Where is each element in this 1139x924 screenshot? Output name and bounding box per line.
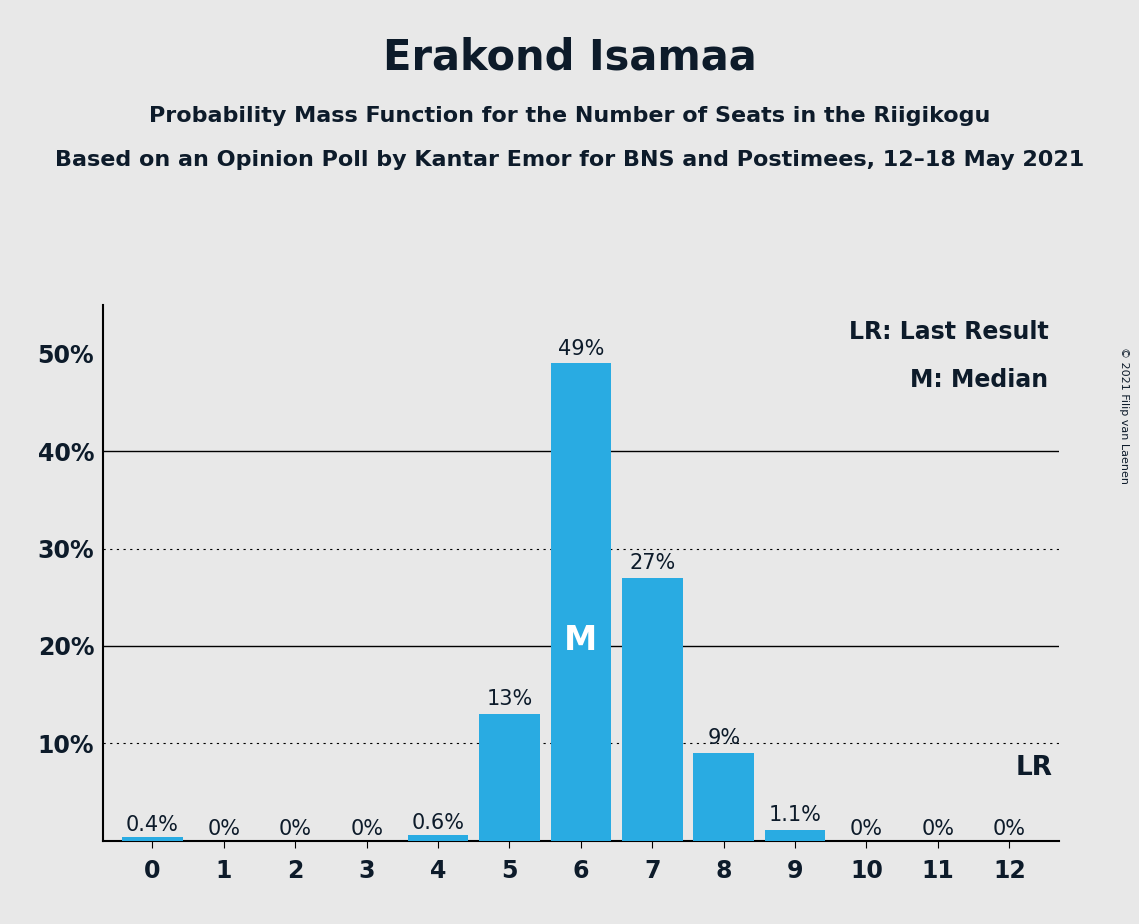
Text: LR: LR xyxy=(1015,755,1052,781)
Text: 1.1%: 1.1% xyxy=(769,805,821,825)
Text: Erakond Isamaa: Erakond Isamaa xyxy=(383,37,756,79)
Bar xyxy=(764,830,826,841)
Text: 0.6%: 0.6% xyxy=(411,813,465,833)
Text: 9%: 9% xyxy=(707,728,740,748)
Text: 0.4%: 0.4% xyxy=(126,815,179,835)
Text: M: Median: M: Median xyxy=(910,369,1049,393)
Text: 0%: 0% xyxy=(993,819,1026,839)
Text: 0%: 0% xyxy=(207,819,240,839)
Text: 49%: 49% xyxy=(558,338,604,359)
Text: M: M xyxy=(564,624,598,657)
Bar xyxy=(550,363,612,841)
Text: 0%: 0% xyxy=(350,819,383,839)
Bar xyxy=(480,714,540,841)
Text: 13%: 13% xyxy=(486,689,533,710)
Text: Based on an Opinion Poll by Kantar Emor for BNS and Postimees, 12–18 May 2021: Based on an Opinion Poll by Kantar Emor … xyxy=(55,150,1084,170)
Bar xyxy=(694,753,754,841)
Text: 0%: 0% xyxy=(850,819,883,839)
Text: LR: Last Result: LR: Last Result xyxy=(849,320,1049,344)
Text: © 2021 Filip van Laenen: © 2021 Filip van Laenen xyxy=(1120,347,1129,484)
Text: 0%: 0% xyxy=(921,819,954,839)
Text: Probability Mass Function for the Number of Seats in the Riigikogu: Probability Mass Function for the Number… xyxy=(149,106,990,127)
Text: 27%: 27% xyxy=(629,553,675,573)
Bar xyxy=(408,835,468,841)
Bar xyxy=(622,578,682,841)
Bar xyxy=(122,837,183,841)
Text: 0%: 0% xyxy=(279,819,312,839)
